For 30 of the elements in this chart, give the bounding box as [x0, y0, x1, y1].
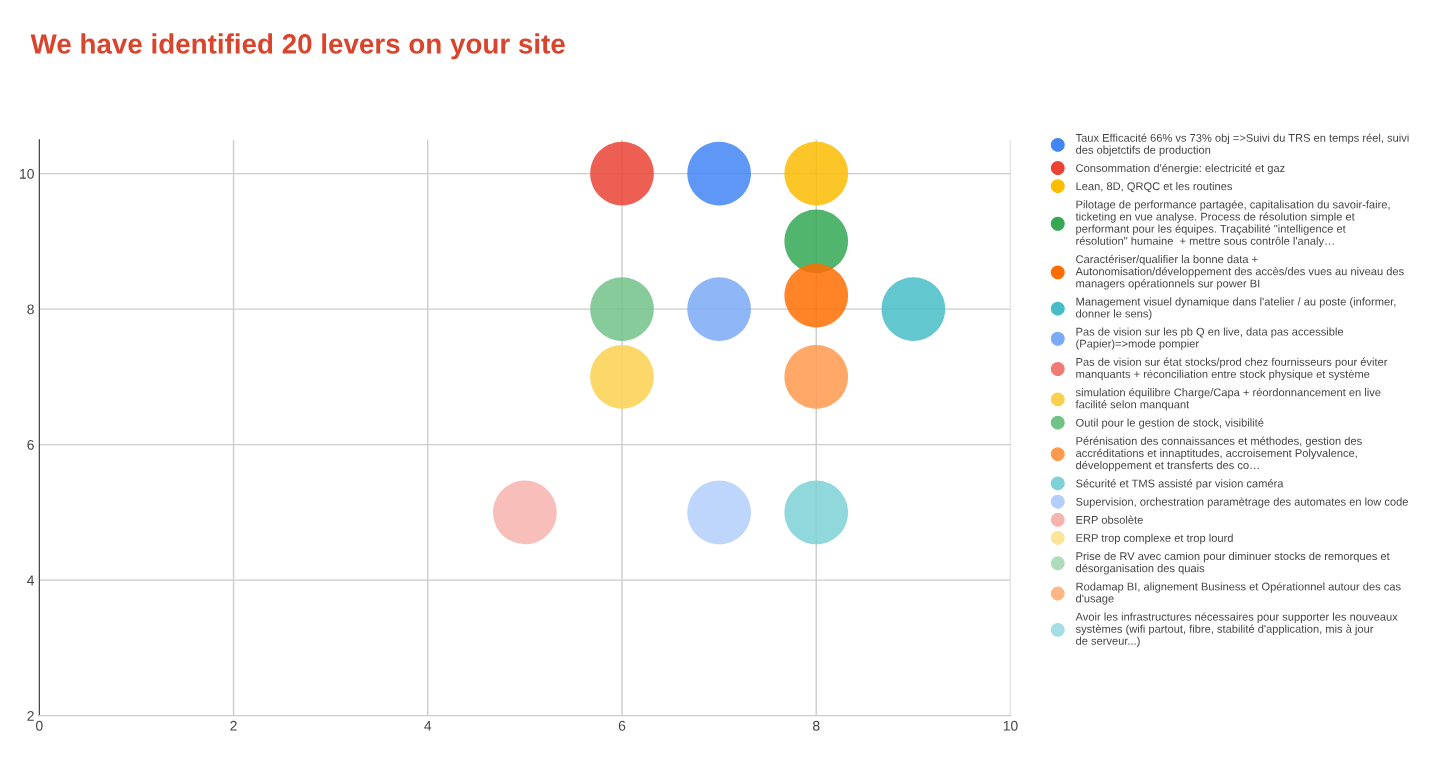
legend-label: Outil pour le gestion de stock, visibilité — [1076, 418, 1264, 429]
legend-label: Supervision, orchestration paramètrage des automates en low code — [1076, 497, 1408, 508]
legend-label: Avoir les infrastructures nécessaires pour supporter les nouveaux systèmes (wifi partout, fibre, stabilité d'application, mis à jour de serveur...) — [1075, 612, 1398, 647]
y-tick-label: 8 — [27, 304, 34, 315]
y-tick-label: 10 — [20, 168, 34, 179]
legend-label: ERP trop complexe et trop lourd — [1076, 533, 1233, 545]
legend-label: Sécurité et TMS assisté par vision caméra — [1076, 479, 1284, 490]
x-tick-label: 0 — [35, 720, 43, 731]
y-tick-label: 2 — [27, 710, 34, 721]
chart-title: We have identified 20 levers on your site — [30, 33, 565, 60]
x-tick-label: 8 — [812, 720, 820, 731]
x-tick-label: 4 — [424, 721, 432, 731]
legend-label: simulation équilibre Charge/Capa + réordonnancement en live facilité selon manquant — [1075, 387, 1381, 411]
legend-label: ERP obsolète — [1076, 515, 1143, 524]
x-tick-label: 10 — [1003, 720, 1018, 731]
y-tick-label: 6 — [27, 439, 34, 450]
y-tick-label: 4 — [27, 575, 35, 586]
legend-label: Prise de RV avec camion pour diminuer stocks de remorques et désorganisation des quais — [1076, 551, 1390, 575]
legend-label: Caractériser/qualifier la bonne data + Autonomisation/développement des accès/des vues au niveau des managers opérationnels sur power BI — [1075, 254, 1404, 290]
legend-label: Taux Efficacité 66% vs 73% obj =>Suivi du TRS en temps réel, suivi des objetctifs de production — [1075, 133, 1409, 156]
legend-label: Pérénisation des connaissances et méthodes, gestion des accréditations et innaptitudes, accroisement Polyvalence, développement et transferts des co… — [1076, 436, 1362, 472]
x-tick-label: 6 — [618, 720, 626, 731]
legend-label: Management visuel dynamique dans l'atelier / au poste (informer, donner le sens) — [1076, 297, 1396, 320]
legend-label: Pas de vision sur les pb Q en live, data pas accessible (Papier)=>mode pompier — [1076, 327, 1344, 350]
legend-label: Rodamap BI, alignement Business et Opérationnel autour des cas d'usage — [1076, 582, 1401, 605]
legend-label: Pas de vision sur état stocks/prod chez fournisseurs pour éviter manquants + réconciliation entre stock physique et système — [1076, 357, 1388, 381]
x-tick-label: 2 — [230, 720, 237, 731]
legend-label: Lean, 8D, QRQC et les routines — [1076, 182, 1233, 193]
legend-label: Consommation d'énergie: electricité et gaz — [1076, 163, 1285, 175]
legend-label: Pilotage de performance partagée, capitalisation du savoir-faire, ticketing en vue analyse. Process de résolution simple et performant pour les équipes. Traçabilité "intelligence et résolution" humaine + mettre sous contrôle l'analy… — [1075, 200, 1390, 248]
